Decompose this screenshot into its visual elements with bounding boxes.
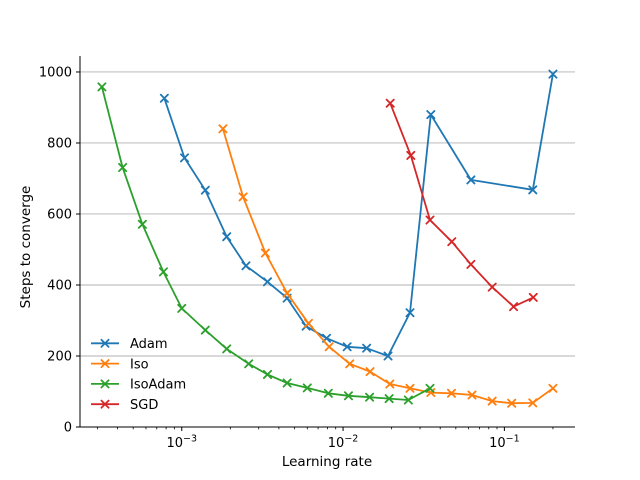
series-line-sgd bbox=[389, 102, 534, 308]
legend-marker-x-icon bbox=[100, 379, 110, 389]
y-tick-label: 200 bbox=[47, 349, 72, 364]
y-axis-ticks: 0 200 400 600 800 1000 bbox=[39, 65, 80, 436]
legend-marker-x-icon bbox=[100, 359, 110, 369]
y-tick-label: 400 bbox=[47, 278, 72, 293]
y-tick-label: 600 bbox=[47, 207, 72, 222]
series-markers-isoadam bbox=[97, 82, 435, 405]
x-axis-label: Learning rate bbox=[282, 454, 372, 470]
x-tick-label: 10−2 bbox=[328, 434, 359, 452]
y-tick-label: 0 bbox=[64, 421, 72, 436]
series-markers-sgd bbox=[385, 98, 538, 312]
series-markers-adam bbox=[159, 69, 558, 361]
series-line-iso bbox=[222, 128, 554, 405]
legend-marker-x-icon bbox=[100, 399, 110, 409]
legend: Adam Iso IsoAdam SGD bbox=[91, 337, 186, 413]
y-tick-label: 1000 bbox=[39, 65, 72, 80]
series-line-adam bbox=[163, 73, 554, 357]
legend-item-adam: Adam bbox=[91, 337, 168, 352]
legend-item-sgd: SGD bbox=[91, 398, 158, 413]
series-markers-iso bbox=[218, 124, 558, 408]
legend-label: SGD bbox=[130, 398, 158, 413]
legend-label: IsoAdam bbox=[130, 378, 186, 393]
legend-item-iso: Iso bbox=[91, 357, 149, 372]
legend-label: Adam bbox=[130, 337, 168, 352]
x-tick-label: 10−1 bbox=[489, 434, 520, 452]
legend-marker-x-icon bbox=[100, 338, 110, 348]
legend-label: Iso bbox=[130, 357, 149, 372]
axes-spines bbox=[79, 56, 575, 428]
legend-item-isoadam: IsoAdam bbox=[91, 378, 186, 393]
y-axis-label: Steps to converge bbox=[18, 186, 34, 309]
x-axis-ticks: 10−3 10−2 10−1 bbox=[97, 427, 554, 452]
y-tick-label: 800 bbox=[47, 136, 72, 151]
data-series bbox=[97, 69, 558, 408]
x-tick-label: 10−3 bbox=[166, 434, 197, 452]
